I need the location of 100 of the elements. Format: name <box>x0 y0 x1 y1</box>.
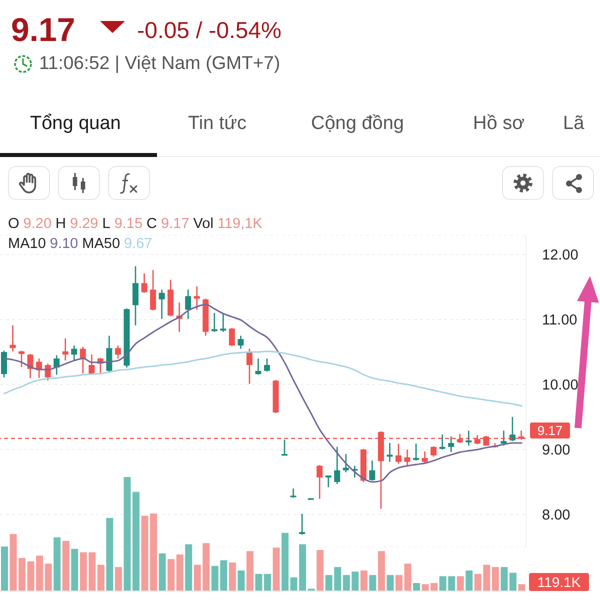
candlestick <box>413 443 420 462</box>
text: L <box>102 216 110 232</box>
candlestick <box>228 327 235 347</box>
candlestick <box>185 288 192 320</box>
bar <box>44 564 52 591</box>
bar <box>168 559 175 591</box>
bar <box>255 574 262 591</box>
chart-subtitle: -0.05 / -0.54% <box>137 17 282 43</box>
candlestick <box>299 513 306 536</box>
text: Vol <box>193 216 214 232</box>
annotation: MA50 <box>82 236 120 252</box>
bar <box>500 567 508 591</box>
text: 9.15 <box>114 216 143 232</box>
bar <box>396 575 402 591</box>
bar <box>272 548 280 591</box>
text: Cộng đồng <box>311 113 404 134</box>
bar <box>97 564 104 591</box>
text: 9.29 <box>70 216 98 232</box>
y-tick-label: 10.00 <box>542 378 578 394</box>
candlestick <box>150 269 156 312</box>
bar <box>386 575 394 591</box>
bar <box>1 546 8 591</box>
candlestick <box>106 335 112 373</box>
candlestick <box>220 312 226 332</box>
bar <box>132 492 140 591</box>
candlestick <box>80 346 86 374</box>
text: C <box>146 216 158 232</box>
ref-line-label: 9.17 <box>537 422 563 438</box>
candlestick <box>316 464 323 500</box>
candlestick <box>396 443 402 464</box>
candlestick <box>71 344 78 362</box>
bar <box>404 564 412 591</box>
candlestick <box>430 446 437 458</box>
text: O <box>8 216 20 232</box>
candlestick <box>369 460 376 482</box>
text: Hồ sơ <box>473 113 525 134</box>
candlestick <box>10 324 16 352</box>
candlestick <box>342 453 349 473</box>
text: 119.1K <box>529 573 589 591</box>
candlestick <box>422 450 428 464</box>
candlestick <box>27 353 34 379</box>
line-series <box>4 350 522 407</box>
bar <box>62 540 70 591</box>
candlestick <box>114 344 121 360</box>
candlestick <box>158 288 165 320</box>
text: 9.17 <box>11 11 76 48</box>
annotation: 9.67 <box>124 236 152 252</box>
bar <box>264 574 271 591</box>
candlestick <box>246 348 252 384</box>
text: H <box>56 216 66 232</box>
bar <box>378 551 385 591</box>
candlestick <box>466 430 472 446</box>
text: Tổng quan <box>30 113 121 134</box>
candlestick <box>1 350 7 378</box>
bar <box>282 532 289 591</box>
bar <box>158 553 166 591</box>
candlestick <box>509 416 516 442</box>
candlestick <box>448 436 454 453</box>
chart-title: 9.17 <box>161 216 190 232</box>
candlestick <box>238 335 244 350</box>
bar <box>369 575 376 591</box>
candlestick <box>255 358 262 376</box>
text: 9.20 <box>23 216 52 232</box>
bar <box>124 477 131 591</box>
bar <box>176 554 184 591</box>
y-tick-label: 8.00 <box>542 508 570 524</box>
y-tick-label: 9.00 <box>542 442 570 459</box>
bar <box>509 572 516 591</box>
bar <box>360 570 368 591</box>
text: 119,1K <box>217 216 262 232</box>
candlestick <box>439 434 446 450</box>
text: Lã <box>563 113 584 134</box>
bar <box>466 570 473 591</box>
candlestick <box>334 446 340 485</box>
candlestick <box>62 338 68 362</box>
candlestick <box>282 439 288 456</box>
bar <box>316 550 324 591</box>
candlestick <box>194 286 200 310</box>
bar <box>238 570 245 591</box>
bar <box>71 548 78 591</box>
y-tick-label: 12.00 <box>542 248 578 264</box>
y-tick-label: 11.00 <box>542 312 578 329</box>
annotation: MA10 <box>8 236 46 252</box>
text: Tin tức <box>188 113 246 134</box>
bar <box>228 562 236 591</box>
bar <box>518 584 526 591</box>
candlestick <box>404 448 410 466</box>
bar <box>114 567 122 591</box>
annotation: 9.10 <box>50 236 78 252</box>
candlestick <box>18 350 25 368</box>
bar <box>492 567 499 591</box>
bar <box>106 518 114 591</box>
bar <box>413 583 420 591</box>
candlestick <box>325 474 332 488</box>
candlestick <box>500 430 507 446</box>
bar <box>246 551 254 591</box>
bar <box>54 537 61 591</box>
candlestick <box>386 442 393 462</box>
bar <box>456 576 464 591</box>
text: 11:06:52 | Việt Nam (GMT+7) <box>39 52 280 73</box>
